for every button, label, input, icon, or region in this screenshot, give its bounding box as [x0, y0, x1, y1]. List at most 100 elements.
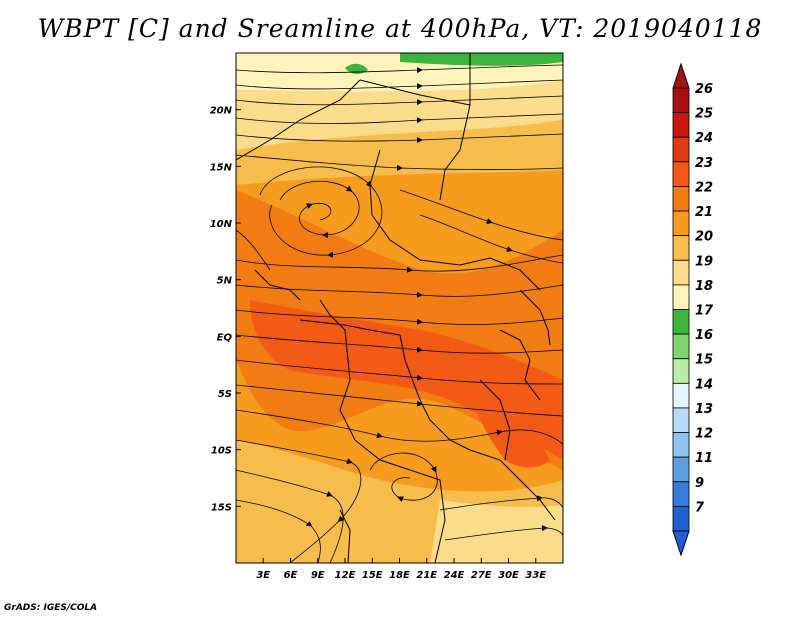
- border-line: [399, 334, 471, 451]
- colorbar-swatch: [672, 407, 690, 433]
- y-tick-label: 10N: [210, 219, 233, 230]
- colorbar-swatch: [672, 284, 690, 310]
- colorbar-swatch: [672, 161, 690, 187]
- streamline: [236, 154, 563, 171]
- x-tick-label: 33E: [525, 570, 546, 581]
- colorbar-label: 24: [695, 131, 713, 146]
- y-tick-label: 10S: [211, 446, 232, 457]
- streamline: [236, 95, 563, 106]
- border-line: [359, 53, 471, 106]
- streamline: [419, 214, 563, 264]
- streamline: [439, 495, 563, 511]
- streamline: [236, 469, 344, 563]
- streamline: [236, 254, 563, 273]
- colorbar-label: 19: [695, 254, 713, 269]
- colorbar-swatch: [672, 456, 690, 483]
- colorbar: 26 25 24 23 22 21 20 19 18 17 16 15 14 13 12 11 9 7: [672, 62, 714, 557]
- x-tick-label: 21E: [416, 570, 437, 581]
- field-patch-17: [400, 53, 563, 66]
- border-line: [419, 257, 541, 291]
- streamline: [236, 334, 563, 354]
- streamline: [236, 284, 563, 298]
- streamline: [236, 133, 563, 144]
- border-line: [499, 329, 541, 401]
- colorbar-label: 12: [695, 427, 713, 442]
- field-band-20: [236, 120, 563, 185]
- y-tick-label: 15N: [210, 162, 233, 173]
- x-tick-label: 6E: [284, 570, 298, 581]
- colorbar-label: 18: [695, 279, 713, 294]
- colorbar-swatch: [672, 210, 690, 237]
- streamline: [236, 499, 321, 563]
- border-line: [236, 79, 361, 161]
- x-tick-label: 3E: [256, 570, 270, 581]
- field-band-19-south: [430, 500, 563, 563]
- colorbar-label: 15: [695, 353, 713, 368]
- x-tick-label: 12E: [335, 570, 356, 581]
- border-line: [479, 379, 511, 461]
- border-line: [339, 509, 351, 563]
- colorbar-label: 9: [695, 476, 704, 491]
- colorbar-label: 7: [695, 500, 705, 515]
- streamline: [236, 79, 563, 90]
- streamline: [369, 452, 438, 502]
- colorbar-swatch: [672, 382, 690, 409]
- streamline: [236, 409, 563, 445]
- streamline: [236, 384, 563, 417]
- streamline: [444, 525, 563, 541]
- y-tick-label: 5N: [217, 276, 233, 287]
- colorbar-label: 11: [695, 451, 713, 466]
- border-line: [519, 289, 551, 346]
- colorbar-label: 25: [695, 107, 713, 122]
- colorbar-swatch: [672, 235, 690, 261]
- country-borders: [236, 53, 556, 563]
- streamline: [236, 309, 563, 325]
- colorbar-swatch: [672, 87, 690, 114]
- y-tick-label: 5S: [218, 389, 232, 400]
- field-band-19: [236, 80, 563, 150]
- colorbar-swatch: [672, 333, 690, 360]
- colorbar-label: 26: [695, 82, 713, 97]
- colorbar-label: 14: [695, 377, 713, 392]
- colorbar-label: 13: [695, 402, 713, 417]
- footer-credit: GrADS: IGES/COLA: [4, 603, 98, 613]
- x-tick-label: 15E: [362, 570, 383, 581]
- x-axis: 3E 6E 9E 12E 15E 18E 21E 24E 27E 30E 33E: [256, 558, 546, 581]
- x-tick-label: 18E: [389, 570, 410, 581]
- colorbar-swatch: [672, 432, 690, 458]
- chart-title: WBPT [C] and Sreamline at 400hPa, VT: 20…: [37, 14, 763, 43]
- field-band-23: [250, 300, 563, 460]
- colorbar-swatch: [672, 259, 690, 286]
- field-patch-17b: [345, 63, 368, 74]
- streamline: [236, 439, 362, 563]
- streamline: [399, 189, 563, 241]
- streamline: [236, 113, 563, 124]
- streamline: [236, 64, 563, 74]
- border-line: [439, 104, 471, 201]
- border-line: [369, 149, 421, 261]
- colorbar-swatch: [672, 309, 690, 335]
- border-line: [319, 299, 356, 441]
- colorbar-label: 23: [695, 156, 713, 171]
- border-line: [299, 319, 401, 336]
- y-tick-label: 20N: [210, 106, 233, 117]
- x-tick-label: 9E: [311, 570, 325, 581]
- colorbar-top-arrow: [672, 62, 690, 89]
- colorbar-swatch: [672, 505, 690, 532]
- colorbar-swatch: [672, 481, 690, 507]
- streamline: [259, 166, 383, 258]
- colorbar-swatch: [672, 186, 690, 212]
- y-axis: 20N 15N 10N 5N EQ 5S 10S 15S: [210, 106, 241, 513]
- colorbar-swatch: [672, 112, 690, 138]
- colorbar-label: 22: [695, 180, 713, 195]
- x-tick-label: 30E: [498, 570, 519, 581]
- border-line: [469, 449, 556, 521]
- x-tick-label: 24E: [444, 570, 465, 581]
- colorbar-label: 20: [695, 230, 713, 245]
- colorbar-bottom-arrow: [672, 530, 690, 557]
- streamlines: [236, 64, 563, 563]
- colorbar-swatch: [672, 136, 690, 163]
- border-line: [254, 269, 301, 301]
- colorbar-swatch: [672, 358, 690, 384]
